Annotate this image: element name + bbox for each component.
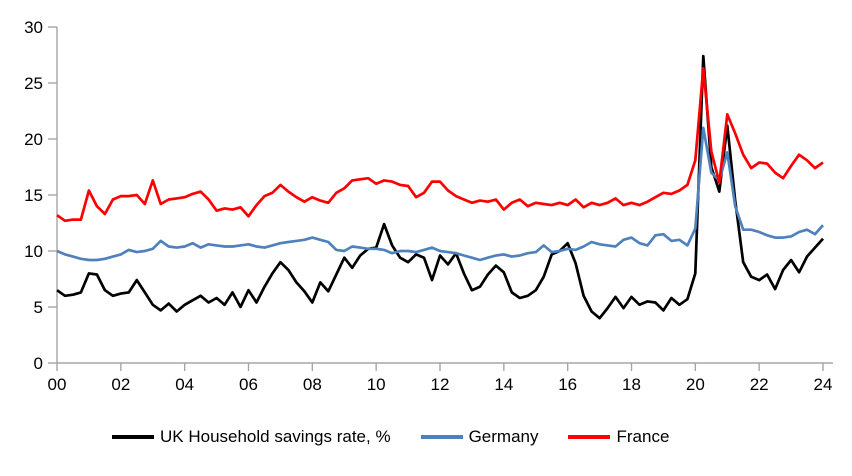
x-axis-tick-label: 10 [367, 375, 386, 394]
x-axis-tick-label: 12 [431, 375, 450, 394]
y-axis-tick-label: 30 [24, 18, 43, 37]
x-axis-tick-label: 14 [494, 375, 513, 394]
legend-item-uk: UK Household savings rate, % [112, 428, 391, 445]
x-axis-tick-label: 24 [814, 375, 833, 394]
legend-line-swatch-uk [112, 434, 154, 439]
y-axis-tick-label: 10 [24, 242, 43, 261]
y-axis-tick-label: 15 [24, 186, 43, 205]
legend-item-germany: Germany [420, 427, 539, 446]
chart-legend: UK Household savings rate, % Germany Fra… [112, 428, 669, 445]
x-axis-tick-label: 04 [175, 375, 194, 394]
series-line-france [56, 67, 824, 223]
legend-label-germany: Germany [468, 427, 539, 446]
legend-label-uk: UK Household savings rate, % [160, 427, 391, 446]
series-line-germany [56, 126, 825, 262]
legend-label-france: France [616, 427, 670, 446]
y-axis-tick-label: 0 [34, 354, 43, 373]
x-axis-tick-label: 18 [622, 375, 641, 394]
y-axis-tick-label: 20 [24, 130, 43, 149]
legend-line-swatch-france [568, 434, 611, 439]
x-axis-tick-label: 06 [239, 375, 258, 394]
x-axis-tick-label: 20 [686, 375, 705, 394]
x-axis-tick-label: 22 [750, 375, 769, 394]
legend-item-france: France [568, 428, 669, 445]
savings-rate-line-chart: 0 5 10 15 20 25 30 00 02 04 06 08 10 12 14 16 18 20 22 24 [24, 18, 833, 394]
y-axis-tick-label: 25 [24, 74, 43, 93]
legend-line-swatch-germany [420, 434, 463, 439]
x-axis-tick-label: 16 [558, 375, 577, 394]
x-axis-tick-label: 08 [303, 375, 322, 394]
x-axis-tick-label: 02 [111, 375, 130, 394]
x-axis-tick-label: 00 [48, 375, 67, 394]
series-line-uk-household-savings-rate [56, 54, 825, 320]
y-axis-tick-label: 5 [34, 298, 43, 317]
